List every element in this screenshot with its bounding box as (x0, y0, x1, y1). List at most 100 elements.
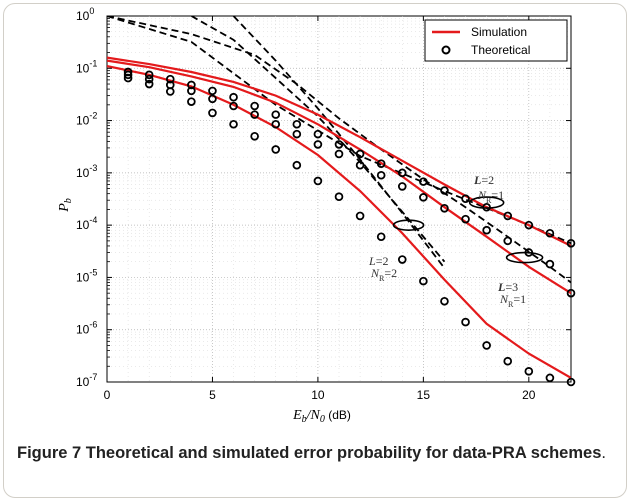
y-tick-exponent--5: -5 (89, 267, 97, 277)
theory-point-1-20 (524, 220, 534, 230)
annotation-l2-nr2-eq: = (376, 254, 383, 268)
y-tick-exponent--2: -2 (89, 111, 97, 121)
y-tick-exponent-0: 0 (89, 6, 94, 16)
simulation-curve-2 (107, 59, 571, 295)
theory-point-3-6 (229, 119, 238, 129)
x-tick-label-0: 0 (104, 388, 111, 402)
annotation-l2-nr1-eq2: = (491, 188, 498, 202)
error-probability-chart: 0 5 10 15 2010010-110-210-310-410-510-610-7 … (57, 6, 576, 425)
theory-point-2-19 (503, 236, 513, 246)
theory-point-3-18 (482, 341, 491, 350)
annotation-ellipse-3 (505, 251, 544, 264)
annotation-l2-nr1-R: R (486, 196, 492, 205)
theory-point-2-2 (144, 74, 154, 84)
annotation-l3-nr1-nrval: 1 (520, 292, 526, 306)
y-tick-exponent--7: -7 (89, 372, 97, 382)
x-axis-label-0: 0 (320, 414, 325, 425)
annotation-l2-nr2-R: R (379, 274, 385, 283)
annotation-l2-nr2-N: N (370, 266, 380, 280)
theory-point-1-17 (461, 194, 470, 204)
theory-point-2-22 (566, 288, 576, 298)
y-tick-exponent--6: -6 (89, 320, 97, 330)
theory-point-1-9 (292, 119, 302, 129)
x-axis-label-unit: (dB) (325, 408, 351, 422)
y-tick-exponent--3: -3 (89, 163, 97, 173)
annotation-l3-nr1: L=3 (497, 280, 518, 294)
annotation-l2-nr2: L=2 (368, 254, 388, 268)
y-tick-label--7: 10-7 (76, 372, 97, 389)
theory-point-3-12 (355, 211, 365, 221)
legend-box (424, 19, 568, 62)
x-axis-label-n: /N (306, 408, 321, 423)
annotation-l3-nr1-lval: 3 (512, 280, 518, 294)
y-tick-label--5: 10-5 (76, 267, 97, 284)
theory-point-2-17 (461, 214, 470, 224)
theory-point-1-22 (566, 238, 576, 248)
theory-point-3-16 (440, 296, 449, 306)
y-tick-exponent--4: -4 (89, 215, 97, 225)
y-tick-label--6: 10-6 (76, 320, 97, 337)
theory-point-1-16 (440, 186, 449, 195)
simulation-curve-3 (107, 65, 571, 379)
annotation-l2-nr1: L=2 (473, 173, 494, 187)
x-axis-label: Eb/N0 (dB) (292, 408, 351, 425)
y-tick-label--1: 10-1 (76, 58, 97, 75)
legend-theoretical-label: Theoretical (471, 43, 530, 57)
theory-point-1-15 (419, 177, 428, 186)
annotation-l3-nr1-eq2: = (513, 292, 520, 306)
theory-point-3-14 (397, 255, 407, 264)
theory-point-3-2 (144, 79, 154, 89)
annotation-l3-nr1-eq: = (505, 280, 512, 294)
theory-point-3-11 (334, 192, 344, 201)
theory-point-3-8 (271, 145, 281, 154)
legend-theoretical-marker (441, 45, 451, 55)
theory-point-2-4 (187, 86, 196, 96)
x-tick-label-5: 5 (209, 388, 216, 402)
annotation-l2-nr1-nr: NR=1 (477, 188, 504, 205)
theory-point-1-12 (355, 149, 365, 159)
annotation-l3-nr1-nr: NR=1 (499, 292, 526, 309)
annotation-ellipses (392, 196, 544, 264)
x-tick-label-15: 15 (417, 388, 431, 402)
x-axis-label-b: b (302, 414, 307, 425)
annotation-l3-nr1-R: R (508, 300, 514, 309)
theory-point-3-7 (250, 132, 259, 141)
theory-point-1-2 (144, 70, 154, 80)
annotation-l2-nr2-eq2: = (384, 266, 391, 280)
theory-point-2-18 (482, 225, 491, 235)
annotation-l2-nr1-eq: = (481, 173, 488, 187)
theory-point-1-19 (503, 211, 513, 221)
theory-point-1-21 (545, 228, 555, 238)
y-tick-label--3: 10-3 (76, 163, 97, 180)
theory-point-3-4 (187, 97, 196, 106)
annotation-ellipse-2 (392, 219, 425, 231)
annotation-l2-nr2-nrval: 2 (391, 266, 397, 280)
theory-point-3-17 (461, 317, 470, 327)
theory-point-1-14 (397, 168, 407, 178)
caption-figure-label: Figure 7 (17, 444, 82, 462)
theory-point-1-5 (208, 86, 217, 96)
y-tick-label--4: 10-4 (76, 215, 97, 232)
theory-point-2-7 (250, 110, 259, 119)
theory-point-2-5 (208, 94, 217, 104)
theory-point-3-3 (165, 87, 175, 96)
figure-caption: Figure 7 Theoretical and simulated error… (17, 440, 617, 466)
annotation-l2-nr1-N: N (477, 188, 487, 202)
legend-simulation-label: Simulation (471, 25, 527, 39)
y-axis-label-b: b (63, 198, 74, 203)
theory-point-3-1 (123, 73, 133, 83)
annotation-l3-nr1-N: N (499, 292, 509, 306)
theory-point-3-21 (545, 373, 555, 383)
annotation-l2-nr2-lval: 2 (382, 254, 388, 268)
annotation-l2-nr2-L: L (368, 254, 376, 268)
theory-point-3-10 (313, 176, 323, 186)
y-axis-label: Pb (57, 198, 74, 213)
theory-point-1-7 (250, 101, 259, 111)
theory-point-2-12 (355, 160, 365, 170)
x-tick-label-10: 10 (311, 388, 325, 402)
theory-point-2-13 (376, 170, 386, 180)
theory-point-1-11 (334, 140, 344, 149)
theory-point-1-8 (271, 110, 281, 119)
bound-curve-4 (232, 16, 446, 269)
